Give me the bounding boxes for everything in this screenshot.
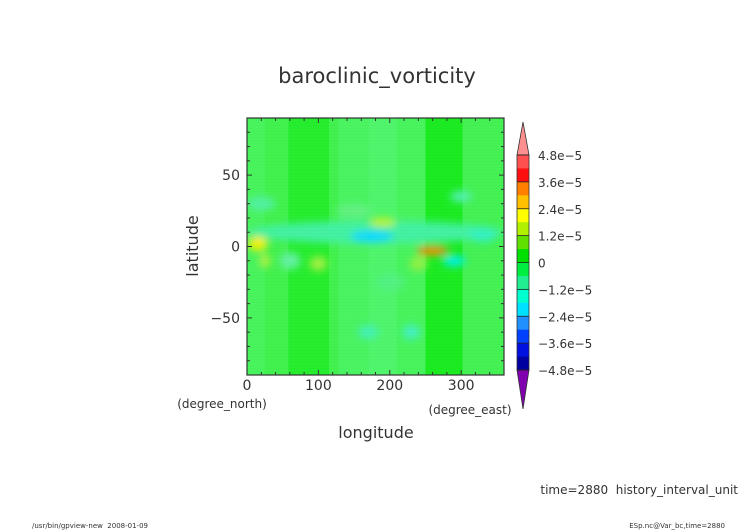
colorbar-segment (517, 195, 529, 210)
field-extremum (247, 236, 268, 251)
field-feature (336, 203, 372, 218)
y-units-label: (degree_north) (177, 397, 267, 411)
longitude-band (264, 118, 289, 375)
colorbar-segment (517, 343, 529, 358)
x-axis-label: longitude (338, 423, 413, 442)
field-feature (357, 325, 380, 340)
y-tick-label: 0 (231, 240, 240, 256)
y-tick-label: 50 (222, 168, 240, 184)
x-tick-label: 100 (305, 378, 332, 394)
colorbar-label: −4.8e−5 (538, 364, 592, 378)
field-extremum (428, 247, 441, 254)
x-tick-label: 0 (243, 378, 252, 394)
colorbar-label: −1.2e−5 (538, 283, 592, 297)
colorbar-segment (517, 181, 529, 196)
longitude-band (462, 118, 504, 375)
colorbar-label: 3.6e−5 (538, 176, 582, 190)
colorbar-segment (517, 249, 529, 263)
colorbar-label: 2.4e−5 (538, 203, 582, 217)
program-label: /usr/bin/gpview-new 2008-01-09 (32, 522, 148, 530)
x-tick-label: 300 (448, 378, 475, 394)
field-feature (247, 196, 276, 211)
field-feature (279, 252, 301, 270)
colorbar-label: −2.4e−5 (538, 310, 592, 324)
field-extremum (369, 217, 396, 227)
colorbar-segment (517, 356, 529, 371)
colorbar-segment (517, 316, 529, 331)
colorbar-segment (517, 329, 529, 344)
field-extremum (350, 230, 394, 243)
field-feature (402, 325, 421, 340)
colorbar-segment (517, 208, 529, 223)
colorbar-label: 0 (538, 257, 546, 271)
colorbar-max-arrow (516, 121, 530, 156)
field-feature (450, 190, 472, 203)
longitude-band (288, 118, 330, 375)
field-feature (468, 227, 497, 243)
colorbar-min-arrow (516, 369, 530, 410)
chart-title: baroclinic_vorticity (278, 64, 476, 89)
x-units-label: (degree_east) (428, 403, 511, 417)
colorbar-label: 1.2e−5 (538, 230, 582, 244)
colorbar-segment (517, 168, 529, 183)
colorbar-segment (517, 235, 529, 250)
field-feature (409, 256, 428, 271)
longitude-band (329, 118, 339, 375)
source-label: ESp.nc@Var_bc,time=2880 (629, 522, 725, 530)
field-feature (375, 273, 405, 291)
colorbar-segment (517, 155, 529, 169)
y-axis-label: latitude (183, 215, 202, 276)
colorbar-label: 4.8e−5 (538, 149, 582, 163)
y-tick-label: −50 (210, 311, 240, 327)
field-feature (259, 253, 271, 268)
field-extremum (442, 255, 466, 267)
colorbar-segment (517, 275, 529, 290)
colorbar (516, 121, 530, 410)
colorbar-segment (517, 302, 529, 317)
longitude-band (425, 118, 463, 375)
x-tick-label: 200 (376, 378, 403, 394)
field-feature (309, 256, 328, 271)
colorbar-label: −3.6e−5 (538, 337, 592, 351)
colorbar-segment (517, 222, 529, 237)
plot-area (247, 118, 504, 375)
colorbar-segment (517, 262, 529, 277)
axis-ticks (246, 117, 505, 376)
time-label: time=2880 history_interval_unit (540, 483, 738, 497)
colorbar-segment (517, 289, 529, 304)
